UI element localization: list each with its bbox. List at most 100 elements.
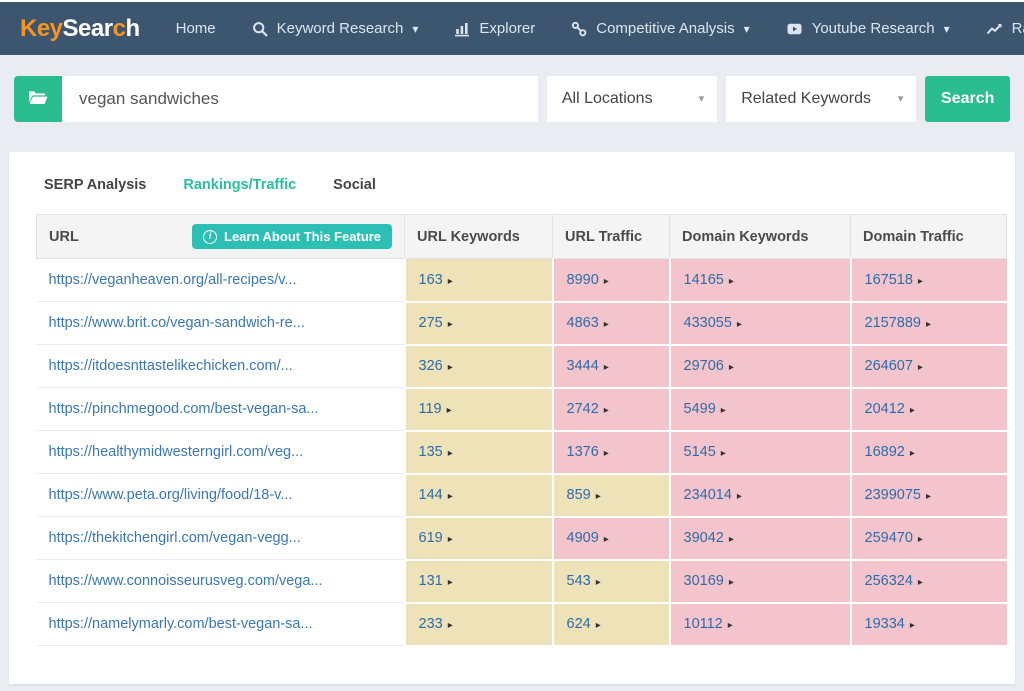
location-select-value: All Locations (561, 90, 653, 107)
result-url-link[interactable]: https://thekitchengirl.com/vegan-vegg... (48, 530, 301, 546)
expand-arrow-icon (448, 358, 453, 374)
url-traffic-cell[interactable]: 4909 (551, 516, 670, 561)
nav-item-keyword-research[interactable]: Keyword Research (252, 20, 419, 37)
url-traffic-cell[interactable]: 2742 (551, 387, 670, 432)
url-traffic-cell[interactable]: 8990 (551, 258, 670, 303)
result-url-link[interactable]: https://namelymarly.com/best-vegan-sa... (48, 616, 313, 632)
expand-arrow-icon (448, 315, 453, 331)
url-keywords-cell[interactable]: 144 (403, 473, 553, 518)
col-header-url-keywords: URL Keywords (404, 214, 553, 259)
nav-item-rank-tracking[interactable]: Rank Tracking (986, 20, 1024, 37)
search-button[interactable]: Search (925, 76, 1010, 122)
result-url-link[interactable]: https://itdoesnttastelikechicken.com/... (48, 358, 293, 374)
result-url-link[interactable]: https://www.connoisseurusveg.com/vega... (48, 573, 323, 589)
result-url-link[interactable]: https://www.peta.org/living/food/18-v... (48, 487, 293, 503)
tab-rankings-traffic[interactable]: Rankings/Traffic (183, 177, 297, 193)
folder-open-icon (27, 88, 49, 111)
dropdown-caret-icon (898, 89, 904, 107)
top-strip (0, 0, 1024, 2)
learn-about-feature-label: Learn About This Feature (224, 229, 381, 244)
table-row: https://pinchmegood.com/best-vegan-sa...… (36, 387, 1007, 432)
url-traffic-cell[interactable]: 1376 (551, 430, 670, 475)
col-header-url: URL Learn About This Feature (36, 214, 405, 259)
domain-keywords-cell[interactable]: 39042 (668, 516, 851, 561)
domain-keywords-cell[interactable]: 10112 (668, 602, 851, 647)
learn-about-feature-button[interactable]: Learn About This Feature (192, 224, 392, 249)
domain-keywords-cell[interactable]: 30169 (668, 559, 851, 604)
nav-item-explorer[interactable]: Explorer (454, 20, 535, 37)
url-traffic-cell[interactable]: 543 (551, 559, 670, 604)
keyword-search-input[interactable] (62, 76, 538, 122)
expand-arrow-icon (926, 315, 931, 331)
domain-traffic-cell[interactable]: 2399075 (849, 473, 1007, 518)
url-traffic-cell[interactable]: 4863 (551, 301, 670, 346)
tab-social[interactable]: Social (333, 177, 376, 193)
keyword-type-select-value: Related Keywords (741, 90, 872, 107)
col-header-domain-traffic: Domain Traffic (850, 214, 1007, 259)
location-select[interactable]: All Locations (546, 76, 718, 122)
nav-competitive-analysis-label: Competitive Analysis (596, 20, 735, 37)
nav-item-competitive-analysis[interactable]: Competitive Analysis (571, 20, 749, 37)
expand-arrow-icon (448, 487, 453, 503)
table-row: https://namelymarly.com/best-vegan-sa...… (36, 602, 1007, 647)
dropdown-caret-icon (699, 89, 705, 107)
domain-keywords-cell[interactable]: 234014 (668, 473, 851, 518)
result-url-link[interactable]: https://veganheaven.org/all-recipes/v... (48, 272, 297, 288)
domain-traffic-cell[interactable]: 16892 (849, 430, 1007, 475)
url-traffic-cell[interactable]: 859 (551, 473, 670, 518)
tab-serp-analysis[interactable]: SERP Analysis (44, 177, 147, 193)
result-url-link[interactable]: https://pinchmegood.com/best-vegan-sa... (48, 401, 319, 417)
url-keywords-cell[interactable]: 619 (403, 516, 553, 561)
saved-lists-button[interactable] (14, 76, 62, 122)
expand-arrow-icon (604, 272, 609, 288)
table-row: https://www.brit.co/vegan-sandwich-re...… (36, 301, 1007, 346)
expand-arrow-icon (596, 616, 601, 632)
link-icon (571, 21, 587, 37)
domain-traffic-cell[interactable]: 20412 (849, 387, 1007, 432)
domain-traffic-cell[interactable]: 2157889 (849, 301, 1007, 346)
expand-arrow-icon (604, 444, 609, 460)
url-keywords-cell[interactable]: 119 (403, 387, 553, 432)
keysearch-logo[interactable]: KeySearch (20, 14, 140, 42)
expand-arrow-icon (729, 272, 734, 288)
results-card: SERP Analysis Rankings/Traffic Social UR… (9, 152, 1015, 684)
url-traffic-cell[interactable]: 624 (551, 602, 670, 647)
info-icon (203, 229, 218, 244)
url-traffic-cell[interactable]: 3444 (551, 344, 670, 389)
expand-arrow-icon (604, 358, 609, 374)
table-body: https://veganheaven.org/all-recipes/v...… (36, 258, 1007, 647)
nav-item-home[interactable]: Home (176, 20, 216, 37)
url-keywords-cell[interactable]: 275 (403, 301, 553, 346)
expand-arrow-icon (596, 487, 601, 503)
expand-arrow-icon (604, 530, 609, 546)
result-url-link[interactable]: https://www.brit.co/vegan-sandwich-re... (48, 315, 305, 331)
domain-traffic-cell[interactable]: 19334 (849, 602, 1007, 647)
expand-arrow-icon (729, 573, 734, 589)
expand-arrow-icon (448, 444, 453, 460)
expand-arrow-icon (721, 444, 726, 460)
url-keywords-cell[interactable]: 233 (403, 602, 553, 647)
domain-traffic-cell[interactable]: 264607 (849, 344, 1007, 389)
url-keywords-cell[interactable]: 163 (403, 258, 553, 303)
url-keywords-cell[interactable]: 131 (403, 559, 553, 604)
domain-keywords-cell[interactable]: 5145 (668, 430, 851, 475)
bar-chart-icon (454, 21, 470, 37)
nav-youtube-research-label: Youtube Research (811, 20, 935, 37)
domain-keywords-cell[interactable]: 14165 (668, 258, 851, 303)
domain-traffic-cell[interactable]: 256324 (849, 559, 1007, 604)
domain-keywords-cell[interactable]: 29706 (668, 344, 851, 389)
url-keywords-cell[interactable]: 135 (403, 430, 553, 475)
youtube-icon (786, 21, 803, 37)
table-row: https://www.peta.org/living/food/18-v...… (36, 473, 1007, 518)
url-keywords-cell[interactable]: 326 (403, 344, 553, 389)
nav-item-youtube-research[interactable]: Youtube Research (786, 20, 950, 37)
domain-keywords-cell[interactable]: 5499 (668, 387, 851, 432)
table-row: https://itdoesnttastelikechicken.com/...… (36, 344, 1007, 389)
domain-traffic-cell[interactable]: 259470 (849, 516, 1007, 561)
rankings-table: URL Learn About This Feature URL Keyword… (36, 214, 1007, 647)
result-url-link[interactable]: https://healthymidwesterngirl.com/veg... (48, 444, 304, 460)
expand-arrow-icon (729, 358, 734, 374)
domain-keywords-cell[interactable]: 433055 (668, 301, 851, 346)
domain-traffic-cell[interactable]: 167518 (849, 258, 1007, 303)
keyword-type-select[interactable]: Related Keywords (726, 76, 917, 122)
